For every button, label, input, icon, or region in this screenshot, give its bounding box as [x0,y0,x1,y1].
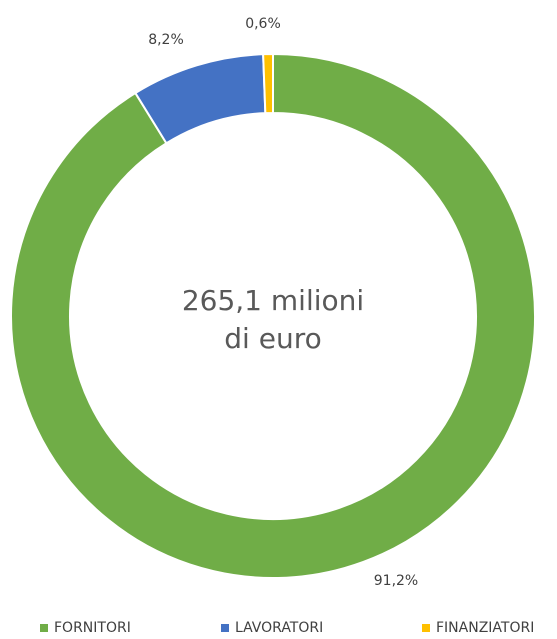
legend-item-finanziatori: FINANZIATORI [422,620,534,636]
legend-label-lavoratori: LAVORATORI [235,620,324,636]
legend-swatch-fornitori [40,624,48,632]
legend-item-lavoratori: LAVORATORI [221,620,323,636]
legend-label-fornitori: FORNITORI [54,620,131,636]
slice-fornitori [10,52,536,579]
center-text-line-2: di euro [224,322,321,355]
slice-finanziatori [262,52,274,115]
legend-item-fornitori: FORNITORI [40,620,131,636]
data-label-lavoratori: 8,2% [148,32,184,48]
data-label-fornitori: 91,2% [374,573,418,589]
data-label-finanziatori: 0,6% [245,16,281,32]
legend-swatch-lavoratori [221,624,229,632]
legend-label-finanziatori: FINANZIATORI [436,620,535,636]
donut-slices [10,52,536,579]
legend-swatch-finanziatori [422,624,430,632]
center-text-line-1: 265,1 milioni [182,284,364,317]
legend: FORNITORI LAVORATORI FINANZIATORI [0,620,557,639]
data-labels: 91,2% 8,2% 0,6% [148,16,418,589]
